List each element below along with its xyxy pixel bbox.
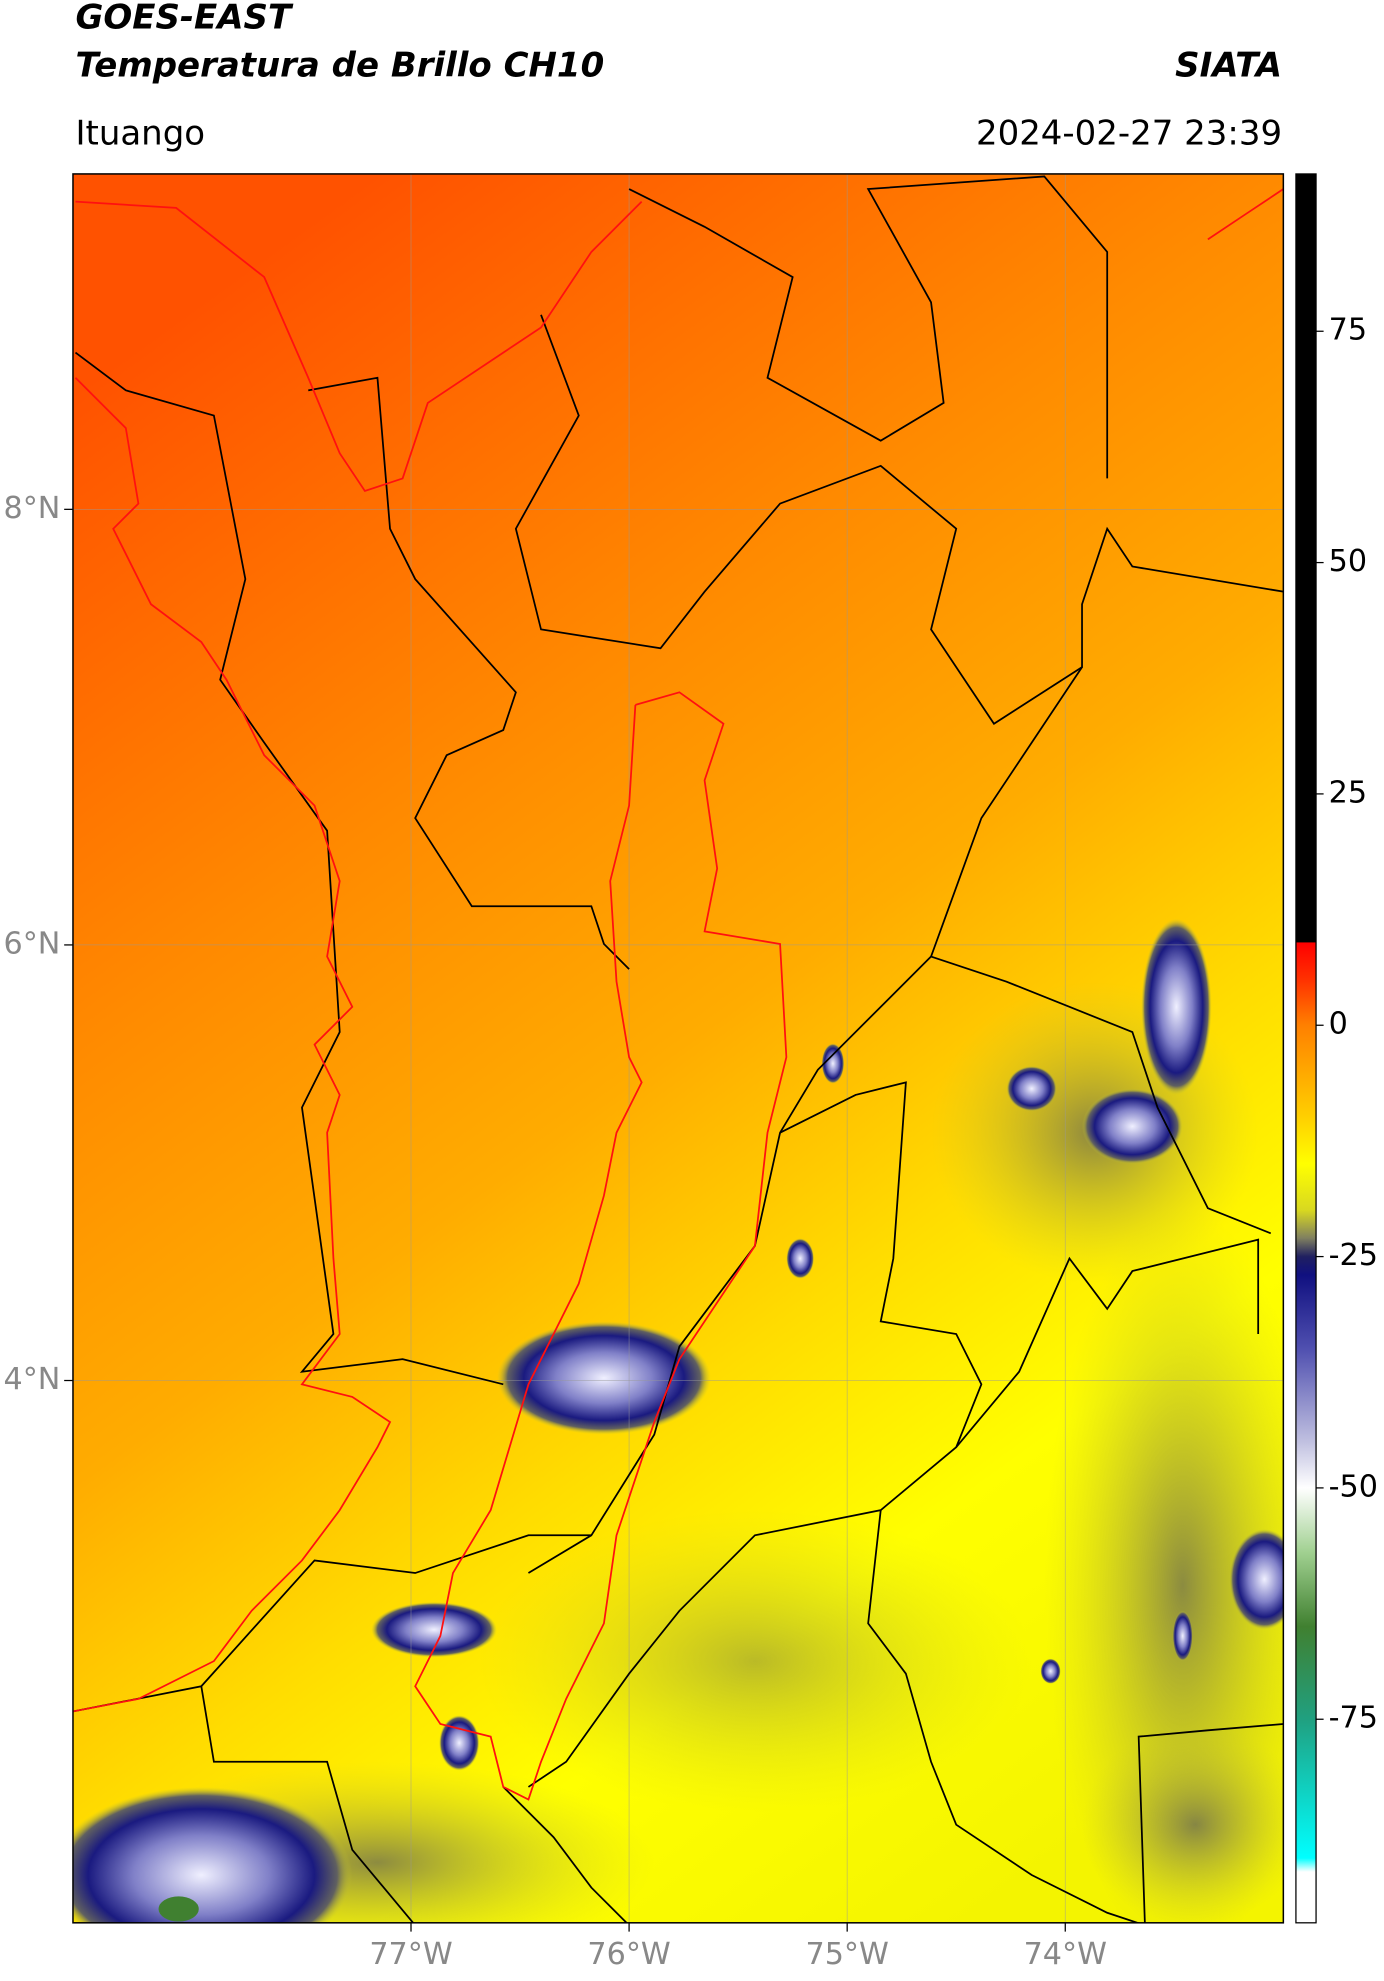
source: SIATA xyxy=(1175,45,1282,85)
cloud-core xyxy=(158,1896,199,1922)
border xyxy=(527,1081,983,1788)
colorbar-tick-label: 25 xyxy=(1329,775,1367,810)
y-tick-label: 4°N xyxy=(4,1362,61,1397)
y-tick-label: 6°N xyxy=(4,926,61,961)
border xyxy=(930,955,1272,1235)
cloud-haze xyxy=(478,1510,1032,1813)
admin-borders xyxy=(72,175,1284,1923)
x-tick-label: 76°W xyxy=(587,1937,670,1972)
border xyxy=(74,351,504,1386)
border xyxy=(628,175,1109,479)
colorbar-tick-label: -25 xyxy=(1329,1238,1378,1273)
cloud-haze xyxy=(1082,1724,1284,1923)
colorbar-tick-label: 75 xyxy=(1329,313,1367,348)
colorbar-tick-label: -75 xyxy=(1329,1701,1378,1736)
colorbar-tick-label: 0 xyxy=(1329,1007,1348,1042)
cloud-cell xyxy=(786,1238,815,1279)
border xyxy=(200,1686,415,1923)
cloud-cell xyxy=(1141,918,1212,1095)
border xyxy=(527,666,1083,1574)
title: GOES-EAST xyxy=(75,0,293,38)
x-tick-label: 77°W xyxy=(369,1937,452,1972)
colorbar-scale xyxy=(1295,173,1317,1924)
border xyxy=(72,1534,592,1713)
colorbar-tick-label: 50 xyxy=(1329,544,1367,579)
border xyxy=(514,314,1284,725)
x-tick-label: 75°W xyxy=(805,1937,888,1972)
coastline xyxy=(72,377,392,1713)
location: Ituango xyxy=(75,113,205,153)
colorbar-tick-label: -50 xyxy=(1329,1469,1378,1504)
border xyxy=(502,1786,628,1923)
subtitle: Temperatura de Brillo CH10 xyxy=(75,45,604,85)
coastline xyxy=(75,200,643,493)
colorbar: 75 50 25 0 -25 -50 -75 xyxy=(1295,173,1378,1924)
border xyxy=(1137,1723,1284,1923)
coastline xyxy=(1207,188,1284,241)
cloud-cell xyxy=(439,1715,480,1771)
cloud-cell xyxy=(1172,1610,1193,1662)
cloud-cell xyxy=(496,1321,711,1435)
cloud-cell xyxy=(1006,1065,1057,1112)
cloud-cell xyxy=(72,1786,353,1923)
cloud-cell xyxy=(371,1601,497,1658)
cloud-cell xyxy=(1040,1658,1061,1684)
y-tick-label: 8°N xyxy=(4,491,61,526)
axes: 77°W 76°W 75°W 74°W 8°N 6°N 4°N xyxy=(4,491,1107,1972)
border xyxy=(308,376,630,970)
border xyxy=(867,1510,1141,1923)
x-tick-label: 74°W xyxy=(1024,1937,1107,1972)
basin xyxy=(414,691,788,1801)
map-field xyxy=(72,173,1284,1923)
grid xyxy=(72,173,1284,1923)
datetime: 2024-02-27 23:39 xyxy=(976,113,1282,153)
map-frame xyxy=(72,173,1285,1924)
cloud-cell xyxy=(1229,1529,1284,1630)
border xyxy=(955,1238,1260,1448)
coast-and-basin xyxy=(72,188,1284,1801)
cloud-cell xyxy=(821,1043,845,1084)
